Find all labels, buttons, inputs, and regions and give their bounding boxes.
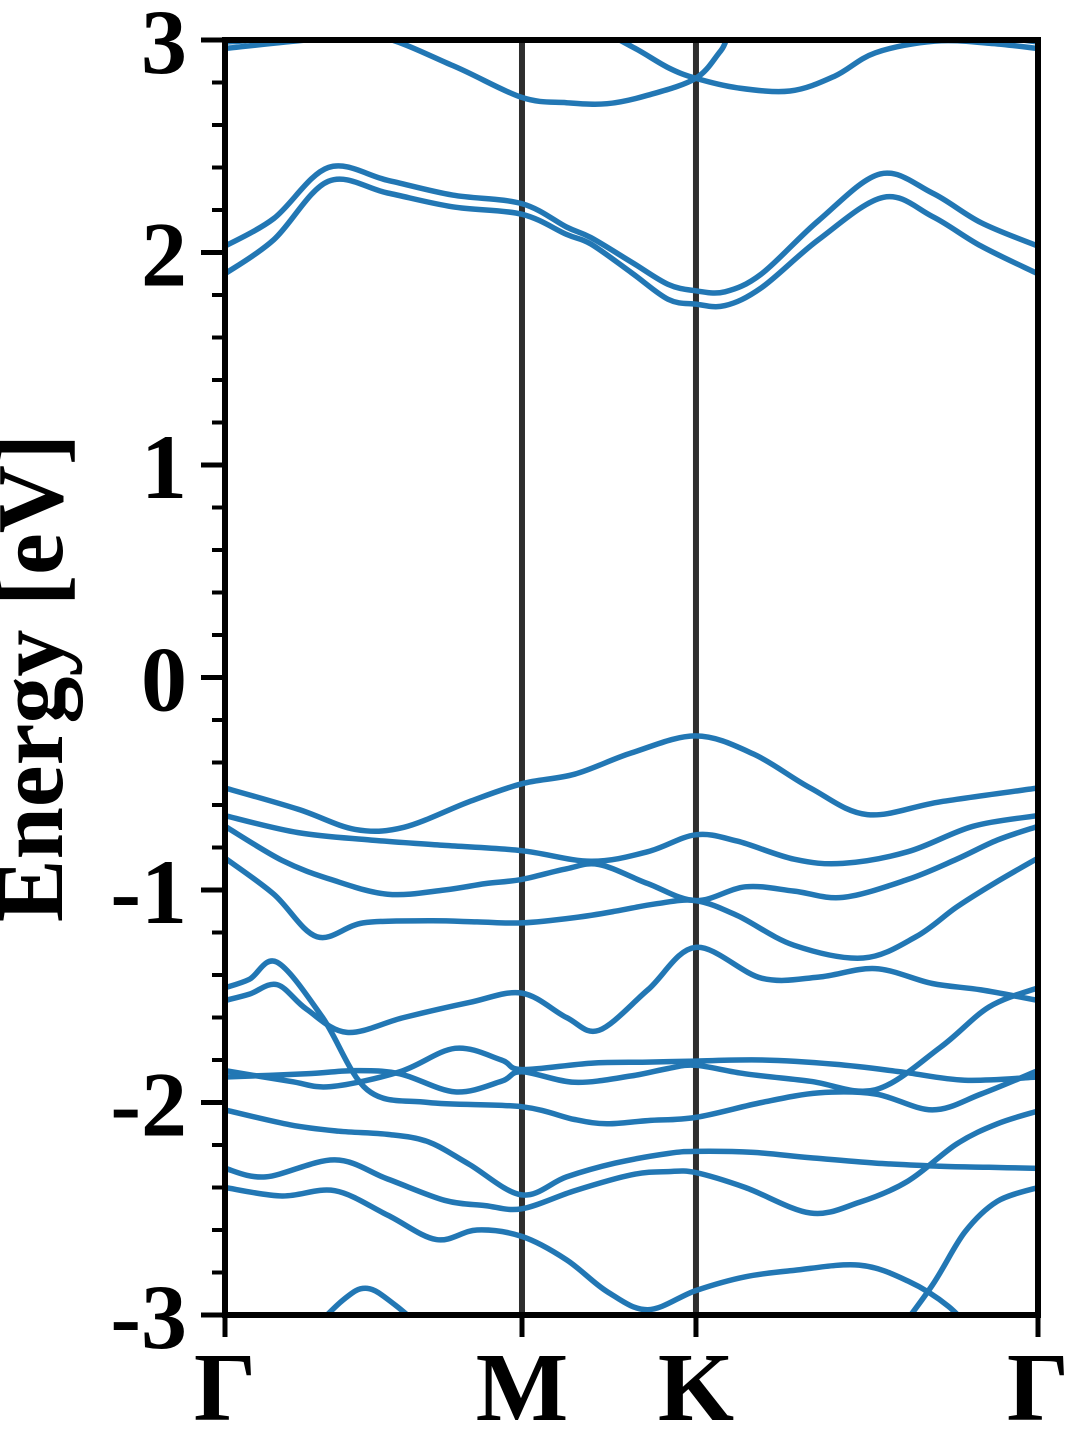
band-path-valence-band-10 (225, 1108, 1038, 1217)
y-tick-label: 1 (141, 416, 187, 518)
y-tick-label: 0 (141, 629, 187, 731)
band-path-valence-band-5 (225, 944, 1038, 1036)
x-tick-label: Γ (194, 1334, 256, 1440)
band-path-valence-band-9 (225, 1107, 1038, 1198)
band-path-valence-band-4 (225, 855, 1038, 961)
band-path-conduction-band-4 (225, 176, 1038, 310)
band-path-valence-band-6 (225, 958, 1038, 1127)
y-tick-labels: 3 2 1 0 -1 -2 -3 (110, 0, 187, 1368)
axis-ticks (201, 37, 1041, 1337)
band-path-conduction-band-2 (225, 40, 1038, 95)
band-curves (225, 40, 1038, 1315)
x-tick-label: K (658, 1334, 734, 1440)
band-path-valence-band-12 (907, 1184, 1038, 1315)
band-path-valence-band-2 (225, 812, 1038, 867)
x-tick-label: M (476, 1334, 569, 1440)
y-tick-label: 3 (141, 0, 187, 93)
y-tick-label: -2 (110, 1054, 187, 1156)
band-path-valence-band-8 (225, 985, 1038, 1095)
y-tick-label: -3 (110, 1266, 187, 1368)
band-path-valence-band-7 (225, 1045, 1038, 1090)
band-path-valence-band-3 (225, 823, 1038, 904)
band-path-valence-band-11 (225, 1184, 962, 1315)
high-symmetry-guides (518, 40, 699, 1315)
x-tick-label: Γ (1007, 1334, 1069, 1440)
band-path-valence-band-1 (225, 733, 1038, 835)
band-path-valence-band-13 (323, 1285, 412, 1315)
y-axis-label: Energy [eV] (0, 434, 83, 922)
y-tick-label: 2 (141, 204, 187, 306)
y-tick-label: -1 (110, 841, 187, 943)
band-path-conduction-band-1 (225, 40, 1038, 107)
band-path-conduction-band-3 (225, 163, 1038, 296)
